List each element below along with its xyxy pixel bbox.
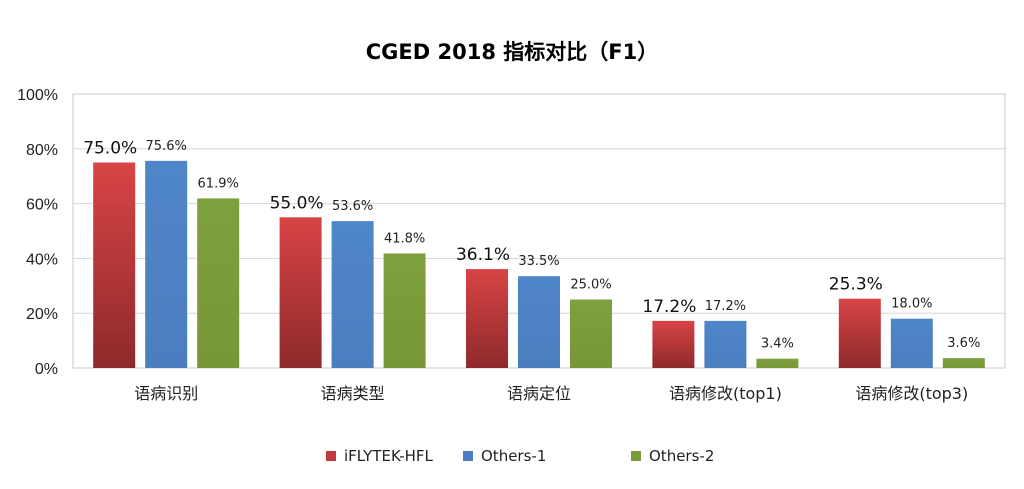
legend-label: Others-1 <box>481 447 546 465</box>
category-label: 语病识别 <box>134 384 198 403</box>
data-label: 36.1% <box>456 245 510 265</box>
data-label: 18.0% <box>891 297 932 312</box>
data-label: 75.0% <box>83 139 137 159</box>
y-tick-label: 80% <box>26 142 58 159</box>
bar-iflytek-hfl <box>652 320 695 368</box>
category-label: 语病定位 <box>507 384 571 403</box>
bar-others-1 <box>331 221 374 368</box>
data-label: 17.2% <box>705 299 746 314</box>
data-label: 41.8% <box>384 231 425 246</box>
chart-title: CGED 2018 指标对比（F1） <box>366 40 658 64</box>
bar-iflytek-hfl <box>838 298 881 368</box>
y-tick-label: 60% <box>26 197 58 214</box>
bar-others-1 <box>518 276 560 368</box>
bar-others-1 <box>704 320 747 368</box>
bar-others-2 <box>383 253 426 368</box>
legend-swatch <box>463 451 473 461</box>
bar-others-2 <box>570 299 612 368</box>
legend-label: iFLYTEK-HFL <box>344 447 434 465</box>
legend-swatch <box>631 451 641 461</box>
bars <box>93 160 985 368</box>
bar-others-2 <box>756 358 799 368</box>
bar-others-2 <box>942 358 985 368</box>
bar-iflytek-hfl <box>279 217 322 368</box>
data-label: 53.6% <box>332 199 373 214</box>
legend: iFLYTEK-HFL Others-1 Others-2 <box>326 447 714 465</box>
data-labels: 75.0% 75.6% 61.9% 55.0% 53.6% 41.8% 36.1% 33.5%… <box>83 139 980 352</box>
data-label: 61.9% <box>198 176 239 191</box>
data-label: 3.4% <box>761 337 794 352</box>
data-label: 25.0% <box>570 278 611 293</box>
category-label: 语病修改(top1) <box>669 384 782 403</box>
data-label: 17.2% <box>642 297 696 317</box>
data-label: 25.3% <box>829 275 883 295</box>
data-label: 75.6% <box>146 139 187 154</box>
category-label: 语病修改(top3) <box>855 384 968 403</box>
y-axis-ticks: 0% 20% 40% 60% 80% 100% <box>17 87 58 378</box>
bar-others-1 <box>890 318 933 368</box>
data-label: 33.5% <box>518 254 559 269</box>
legend-swatch <box>326 451 336 461</box>
y-tick-label: 0% <box>35 361 58 378</box>
bar-others-2 <box>197 198 240 368</box>
bar-iflytek-hfl <box>466 269 508 368</box>
bar-iflytek-hfl <box>93 162 136 368</box>
y-tick-label: 40% <box>26 251 58 268</box>
y-tick-label: 20% <box>26 306 58 323</box>
bar-others-1 <box>145 160 188 368</box>
data-label: 55.0% <box>270 193 324 213</box>
legend-label: Others-2 <box>649 447 714 465</box>
category-label: 语病类型 <box>321 384 385 403</box>
y-tick-label: 100% <box>17 87 58 104</box>
x-axis-categories: 语病识别 语病类型 语病定位 语病修改(top1) 语病修改(top3) <box>134 384 968 403</box>
data-label: 3.6% <box>947 336 980 351</box>
